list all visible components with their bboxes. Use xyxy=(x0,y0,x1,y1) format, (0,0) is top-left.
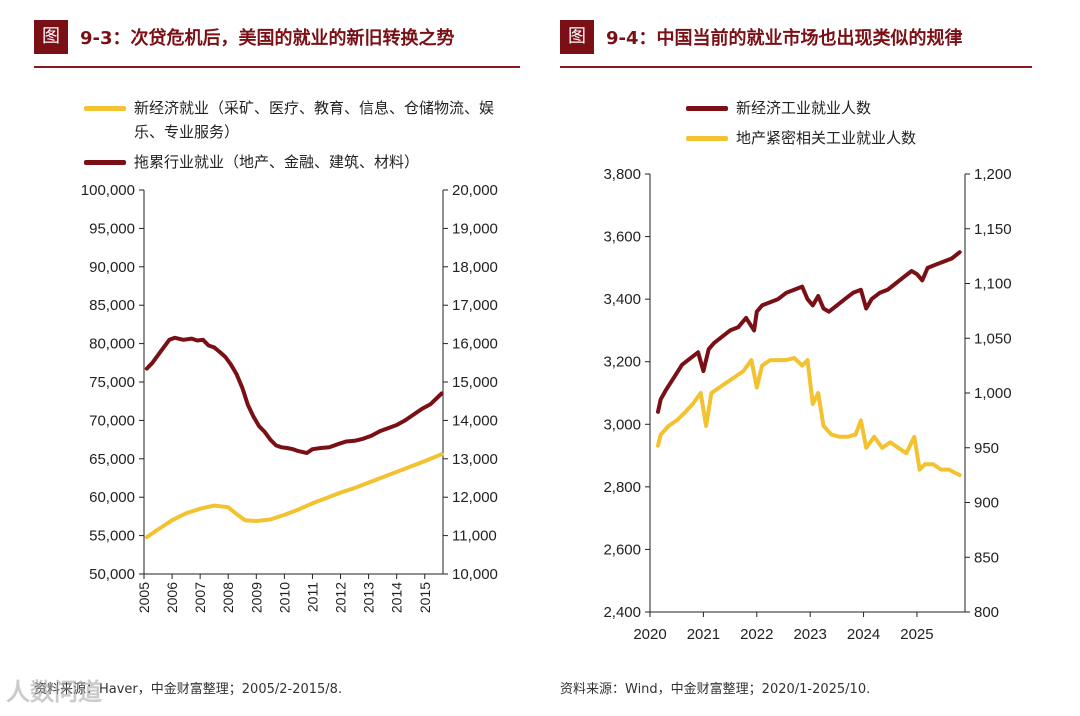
x-tick-label: 2020 xyxy=(633,626,666,643)
y-tick-label-right: 800 xyxy=(974,604,999,621)
y-tick-label-right: 950 xyxy=(974,440,999,457)
watermark: 人数问道 xyxy=(6,678,102,706)
y-tick-label-left: 3,600 xyxy=(603,229,641,246)
y-tick-label-right: 1,100 xyxy=(974,276,1012,293)
x-tick-label: 2013 xyxy=(361,582,377,613)
x-tick-label: 2023 xyxy=(793,626,826,643)
source-note: 资料来源：Wind，中金财富整理；2020/1-2025/10. xyxy=(560,682,871,697)
y-tick-label-right: 18,000 xyxy=(452,259,498,276)
legend-item: 拖累行业就业（地产、金融、建筑、材料） xyxy=(84,150,514,174)
y-tick-label-right: 14,000 xyxy=(452,412,498,429)
y-tick-label-left: 65,000 xyxy=(89,451,135,468)
y-tick-label-left: 90,000 xyxy=(89,259,135,276)
x-tick-label: 2011 xyxy=(304,582,320,612)
legend-swatch xyxy=(686,106,728,111)
x-tick-label: 2006 xyxy=(164,582,180,613)
x-tick-label: 2008 xyxy=(220,582,236,613)
x-tick-label: 2025 xyxy=(900,626,933,643)
y-tick-label-left: 2,600 xyxy=(603,541,641,558)
legend-item: 新经济工业就业人数 xyxy=(686,96,1046,120)
x-tick-label: 2015 xyxy=(417,582,433,613)
y-tick-label-right: 15,000 xyxy=(452,374,498,391)
legend-label: 拖累行业就业（地产、金融、建筑、材料） xyxy=(134,153,420,171)
legend-label: 地产紧密相关工业就业人数 xyxy=(736,129,917,147)
y-tick-label-left: 3,400 xyxy=(603,291,641,308)
legend-item: 新经济就业（采矿、医疗、教育、信息、仓储物流、娱乐、专业服务） xyxy=(84,96,514,144)
header-rule xyxy=(560,66,1032,68)
x-tick-label: 2024 xyxy=(847,626,880,643)
series-line xyxy=(144,452,444,540)
figure-header: 图 9-4：中国当前的就业市场也出现类似的规律 xyxy=(560,16,1032,68)
y-tick-label-right: 1,000 xyxy=(974,385,1012,402)
y-tick-label-left: 3,000 xyxy=(603,416,641,433)
x-tick-label: 2009 xyxy=(248,582,264,613)
y-tick-label-left: 70,000 xyxy=(89,412,135,429)
series-line xyxy=(656,356,962,478)
chart-legend: 新经济工业就业人数 地产紧密相关工业就业人数 xyxy=(686,96,1046,156)
y-tick-label-right: 13,000 xyxy=(452,451,498,468)
x-tick-label: 2012 xyxy=(333,582,349,613)
figure-title: 9-3：次贷危机后，美国的就业的新旧转换之势 xyxy=(80,28,455,49)
y-tick-label-left: 85,000 xyxy=(89,297,135,314)
figure-tag: 图 xyxy=(34,20,68,54)
y-tick-label-left: 3,800 xyxy=(603,166,641,183)
x-tick-label: 2007 xyxy=(192,582,208,613)
figure-9-4: 图 9-4：中国当前的就业市场也出现类似的规律 新经济工业就业人数 地产紧密相关… xyxy=(540,0,1060,716)
y-tick-label-right: 1,150 xyxy=(974,221,1012,238)
series-line xyxy=(144,335,444,455)
source-note: 资料来源：Haver，中金财富整理；2005/2-2015/8. xyxy=(34,682,343,697)
x-tick-label: 2022 xyxy=(740,626,773,643)
y-tick-label-left: 100,000 xyxy=(81,182,135,199)
y-tick-label-left: 55,000 xyxy=(89,528,135,545)
legend-label: 新经济工业就业人数 xyxy=(736,99,872,117)
y-tick-label-left: 60,000 xyxy=(89,489,135,506)
y-tick-label-right: 20,000 xyxy=(452,182,498,199)
y-tick-label-left: 3,200 xyxy=(603,354,641,371)
chart-legend: 新经济就业（采矿、医疗、教育、信息、仓储物流、娱乐、专业服务） 拖累行业就业（地… xyxy=(84,96,514,180)
y-tick-label-right: 1,050 xyxy=(974,330,1012,347)
y-tick-label-left: 75,000 xyxy=(89,374,135,391)
legend-item: 地产紧密相关工业就业人数 xyxy=(686,126,1046,150)
figure-title: 9-4：中国当前的就业市场也出现类似的规律 xyxy=(606,28,963,49)
y-tick-label-left: 95,000 xyxy=(89,220,135,237)
y-tick-label-right: 16,000 xyxy=(452,336,498,353)
y-tick-label-right: 900 xyxy=(974,495,999,512)
x-tick-label: 2021 xyxy=(687,626,720,643)
y-tick-label-left: 2,800 xyxy=(603,479,641,496)
y-tick-label-left: 2,400 xyxy=(603,604,641,621)
figure-header: 图 9-3：次贷危机后，美国的就业的新旧转换之势 xyxy=(34,16,520,68)
x-tick-label: 2010 xyxy=(276,582,292,613)
legend-swatch xyxy=(84,106,126,111)
x-tick-label: 2014 xyxy=(389,582,405,613)
legend-label: 新经济就业（采矿、医疗、教育、信息、仓储物流、娱乐、专业服务） xyxy=(134,99,495,141)
y-tick-label-right: 11,000 xyxy=(452,528,497,545)
x-tick-label: 2005 xyxy=(136,582,152,613)
y-tick-label-left: 80,000 xyxy=(89,336,135,353)
y-tick-label-right: 17,000 xyxy=(452,297,498,314)
legend-swatch xyxy=(686,136,728,141)
series-line xyxy=(656,250,962,414)
y-tick-label-right: 19,000 xyxy=(452,220,498,237)
figure-9-3: 图 9-3：次贷危机后，美国的就业的新旧转换之势 新经济就业（采矿、医疗、教育、… xyxy=(0,0,520,716)
figure-tag: 图 xyxy=(560,20,594,54)
line-chart: 50,000 55,000 60,000 65,000 70,000 75,000 80,0… xyxy=(81,182,498,613)
legend-swatch xyxy=(84,160,126,165)
y-tick-label-left: 50,000 xyxy=(89,566,135,583)
y-tick-label-right: 1,200 xyxy=(974,166,1012,183)
y-tick-label-right: 850 xyxy=(974,549,999,566)
header-rule xyxy=(34,66,520,68)
y-tick-label-right: 12,000 xyxy=(452,489,498,506)
y-tick-label-right: 10,000 xyxy=(452,566,498,583)
line-chart: 2,400 2,600 2,800 3,000 3,200 3,400 3,600 3,800… xyxy=(603,166,1012,643)
